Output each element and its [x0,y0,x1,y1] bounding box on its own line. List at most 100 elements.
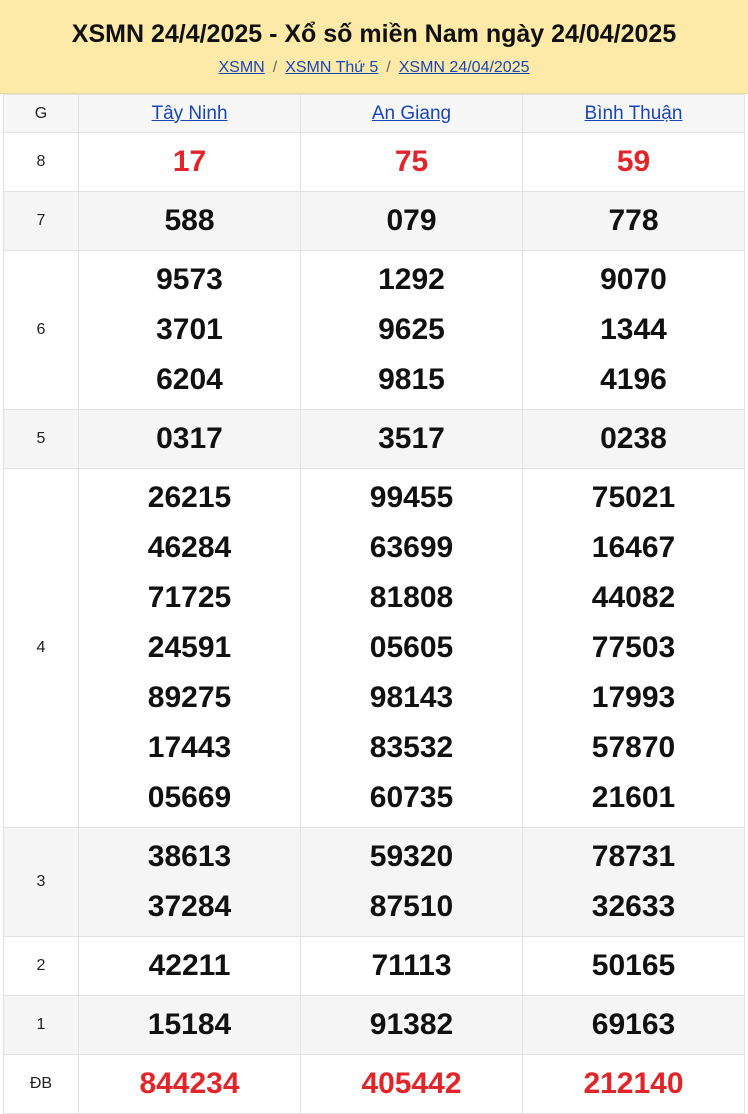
result-number: 1344 [600,313,667,346]
result-cell: 0317 [78,409,301,469]
result-number: 98143 [369,681,454,714]
result-number: 60735 [369,781,454,814]
result-cell: 75021 16467 44082 77503 17993 57870 21601 [522,468,745,828]
prize-row: 6 9573 3701 6204 1292 9625 9815 9070 1344 4196 [3,250,745,410]
result-cell: 212140 [522,1054,745,1114]
result-cell: 50165 [522,936,745,996]
result-number: 63699 [369,531,454,564]
result-cell: 9573 3701 6204 [78,250,301,410]
prize-row: 7 588 079 778 [3,191,745,251]
result-number: 9815 [378,363,445,396]
prize-label: 3 [3,827,79,937]
province-link[interactable]: An Giang [371,102,452,124]
province-header: Tây Ninh [78,94,301,133]
separator: / [272,59,278,76]
result-number: 71725 [147,581,232,614]
result-number: 57870 [591,731,676,764]
result-number: 405442 [361,1067,462,1100]
result-cell: 844234 [78,1054,301,1114]
province-header: Bình Thuận [522,94,745,133]
result-cell: 26215 46284 71725 24591 89275 17443 05669 [78,468,301,828]
result-number: 15184 [147,1008,232,1041]
breadcrumb-link[interactable]: XSMN [218,59,265,76]
result-number: 3701 [156,313,223,346]
result-cell: 15184 [78,995,301,1055]
header-row: G Tây Ninh An Giang Bình Thuận [3,94,745,133]
prize-row: 3 38613 37284 59320 87510 78731 32633 [3,827,745,937]
prize-label: 2 [3,936,79,996]
result-number: 16467 [591,531,676,564]
result-number: 9070 [600,263,667,296]
result-number: 42211 [148,949,231,982]
result-number: 0317 [156,422,223,455]
result-number: 50165 [591,949,676,982]
result-cell: 079 [300,191,523,251]
result-number: 3517 [378,422,445,455]
result-number: 26215 [147,481,232,514]
result-cell: 91382 [300,995,523,1055]
result-number: 079 [386,204,437,237]
result-cell: 405442 [300,1054,523,1114]
result-number: 778 [608,204,659,237]
result-number: 6204 [156,363,223,396]
result-number: 99455 [369,481,454,514]
result-number: 844234 [139,1067,240,1100]
prize-label: 8 [3,132,79,192]
result-cell: 42211 [78,936,301,996]
breadcrumb-link[interactable]: XSMN Thứ 5 [285,59,379,76]
result-number: 9625 [378,313,445,346]
result-number: 89275 [147,681,232,714]
province-link[interactable]: Tây Ninh [151,102,228,124]
prize-row: ĐB 844234 405442 212140 [3,1054,745,1114]
result-number: 32633 [591,890,676,923]
result-cell: 9070 1344 4196 [522,250,745,410]
prize-row: 8 17 75 59 [3,132,745,192]
result-number: 17 [172,145,207,178]
result-cell: 59 [522,132,745,192]
result-number: 21601 [591,781,676,814]
breadcrumb-link[interactable]: XSMN 24/04/2025 [398,59,530,76]
result-number: 46284 [147,531,232,564]
prize-label: 5 [3,409,79,469]
result-number: 75 [394,145,429,178]
result-cell: 59320 87510 [300,827,523,937]
result-number: 9573 [156,263,223,296]
result-number: 37284 [147,890,232,923]
result-number: 87510 [369,890,454,923]
result-number: 78731 [591,840,676,873]
result-cell: 38613 37284 [78,827,301,937]
province-header: An Giang [300,94,523,133]
province-link[interactable]: Bình Thuận [584,102,683,124]
result-number: 71113 [371,949,452,982]
result-number: 4196 [600,363,667,396]
result-cell: 0238 [522,409,745,469]
result-number: 17443 [147,731,232,764]
result-cell: 778 [522,191,745,251]
result-number: 17993 [591,681,676,714]
prize-label: ĐB [3,1054,79,1114]
result-cell: 99455 63699 81808 05605 98143 83532 60735 [300,468,523,828]
result-number: 83532 [369,731,454,764]
result-cell: 78731 32633 [522,827,745,937]
result-cell: 75 [300,132,523,192]
prize-label: 4 [3,468,79,828]
result-number: 69163 [591,1008,676,1041]
result-number: 44082 [591,581,676,614]
separator: / [386,59,391,76]
header: XSMN 24/4/2025 - Xổ số miền Nam ngày 24/… [0,0,748,94]
page-title: XSMN 24/4/2025 - Xổ số miền Nam ngày 24/… [71,20,677,48]
prize-row: 5 0317 3517 0238 [3,409,745,469]
prize-row: 4 26215 46284 71725 24591 89275 17443 05669 9945… [3,468,745,828]
result-number: 05669 [147,781,232,814]
result-number: 81808 [369,581,454,614]
result-cell: 3517 [300,409,523,469]
result-number: 1292 [378,263,445,296]
result-number: 77503 [591,631,676,664]
result-number: 91382 [369,1008,454,1041]
result-number: 59 [616,145,651,178]
prize-label: 6 [3,250,79,410]
result-number: 588 [164,204,215,237]
result-number: 38613 [147,840,232,873]
result-number: 05605 [369,631,454,664]
result-cell: 1292 9625 9815 [300,250,523,410]
